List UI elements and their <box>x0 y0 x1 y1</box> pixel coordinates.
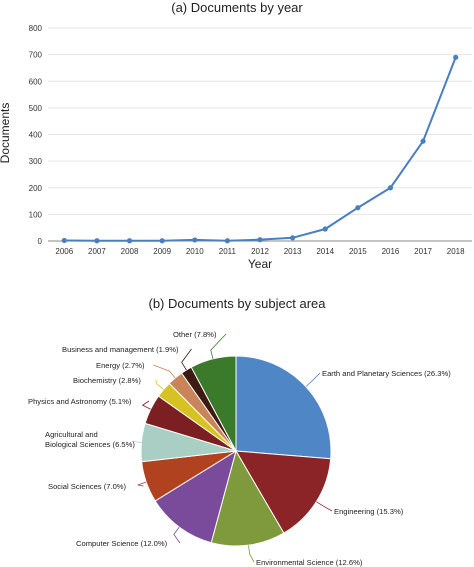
leader-line <box>155 379 164 390</box>
x-tick-label: 2011 <box>219 247 237 256</box>
leader-line <box>173 526 181 544</box>
y-tick-label: 500 <box>29 104 43 113</box>
data-point <box>257 237 263 243</box>
data-point <box>290 235 296 241</box>
data-point <box>94 238 100 244</box>
data-point <box>159 238 165 244</box>
x-tick-label: 2018 <box>447 247 465 256</box>
x-tick-label: 2016 <box>382 247 400 256</box>
leader-line <box>181 348 192 371</box>
y-tick-label: 100 <box>29 210 43 219</box>
line-chart-ylabel: Documents <box>0 103 12 164</box>
slice-label: Business and management (1.9%) <box>62 345 179 354</box>
pie-slice <box>210 449 285 547</box>
data-point <box>420 138 426 144</box>
data-point <box>61 237 67 244</box>
line-chart-xlabel: Year <box>248 257 272 271</box>
leader-line <box>305 372 321 387</box>
leader-line <box>137 481 147 487</box>
line-chart-title: (a) Documents by year <box>171 0 303 15</box>
pie-slice <box>235 450 332 534</box>
slice-label: Agricultural and Biological Sciences (6.5… <box>45 430 135 449</box>
y-tick-label: 600 <box>29 77 43 86</box>
y-tick-label: 400 <box>29 131 43 140</box>
data-point <box>126 238 133 244</box>
pie-slice <box>235 355 332 460</box>
y-tick-label: 800 <box>29 24 43 33</box>
pie-slice <box>154 449 237 544</box>
leader-line <box>210 333 227 359</box>
data-point <box>355 205 361 211</box>
x-tick-label: 2015 <box>349 247 367 256</box>
leader-line <box>316 501 333 512</box>
y-tick-label: 700 <box>29 51 43 60</box>
x-tick-label: 2013 <box>284 247 302 256</box>
slice-label: Computer Science (12.0%) <box>76 539 168 548</box>
slice-label: Earth and Planetary Sciences (26.3%) <box>322 369 451 378</box>
leader-line <box>153 364 176 379</box>
x-tick-label: 2007 <box>88 247 106 256</box>
slice-label-line: Agricultural and <box>45 430 98 439</box>
leader-line <box>141 400 151 410</box>
x-tick-label: 2006 <box>55 247 73 256</box>
leader-line <box>132 441 158 445</box>
pie-chart-title: (b) Documents by subject area <box>148 296 326 311</box>
slice-label: Environmental Science (12.6%) <box>256 558 363 567</box>
series-line <box>64 56 457 242</box>
data-point <box>322 226 328 232</box>
y-tick-label: 300 <box>29 157 43 166</box>
x-tick-label: 2012 <box>251 247 269 256</box>
slice-label-line: Biological Sciences (6.5%) <box>45 440 135 449</box>
x-tick-label: 2010 <box>186 247 204 256</box>
data-point <box>224 238 230 244</box>
slice-label: Energy (2.7%) <box>96 361 145 370</box>
slice-label: Biochemistry (2.8%) <box>73 376 141 385</box>
line-chart: 0 100 200 300 400 500 600 700 800 2006 2007 2008 200… <box>29 24 472 256</box>
slice-label: Other (7.8%) <box>173 330 217 339</box>
data-point <box>387 185 394 191</box>
y-tick-label: 0 <box>38 237 43 246</box>
y-tick-label: 200 <box>29 184 43 193</box>
slice-label: Physics and Astronomy (5.1%) <box>28 397 132 406</box>
slice-label: Engineering (15.3%) <box>334 507 404 516</box>
x-tick-label: 2008 <box>121 247 139 256</box>
x-tick-label: 2014 <box>316 247 334 256</box>
data-point <box>192 237 198 243</box>
data-point <box>453 54 459 60</box>
slice-label: Social Sciences (7.0%) <box>48 482 127 491</box>
pie-chart: Earth and Planetary Sciences (26.3%) Engi… <box>28 330 451 567</box>
leader-line <box>248 545 255 563</box>
x-tick-label: 2009 <box>153 247 171 256</box>
x-tick-label: 2017 <box>414 247 432 256</box>
